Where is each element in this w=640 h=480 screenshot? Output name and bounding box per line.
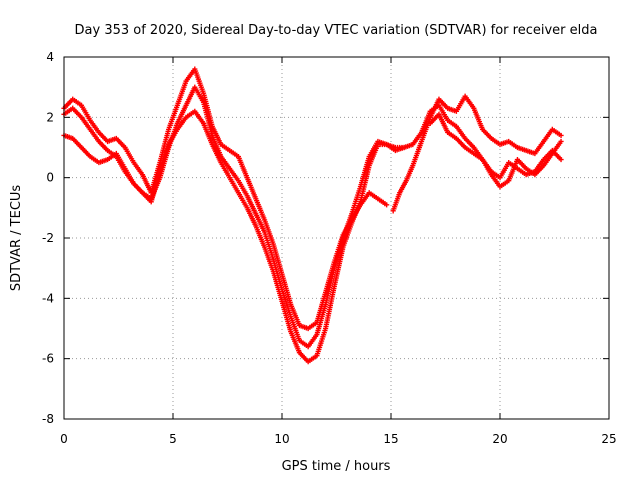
- y-tick-label: -8: [42, 412, 54, 426]
- series-track-a: [61, 66, 390, 332]
- data-point: [384, 202, 390, 208]
- chart-title: Day 353 of 2020, Sidereal Day-to-day VTE…: [75, 23, 598, 38]
- data-point: [558, 138, 564, 145]
- x-tick-label: 5: [169, 432, 177, 446]
- x-tick-label: 15: [383, 432, 398, 446]
- x-tick-label: 20: [492, 432, 507, 446]
- grid-lines: [64, 57, 609, 419]
- y-tick-label: -4: [42, 291, 54, 305]
- y-axis-label: SDTVAR / TECUs: [9, 185, 24, 292]
- series-track-b: [61, 84, 407, 350]
- y-tick-label: 2: [46, 110, 54, 124]
- x-tick-label: 0: [60, 432, 68, 446]
- y-tick-label: -6: [42, 352, 54, 366]
- data-points: [61, 66, 564, 365]
- series-track-e: [427, 111, 564, 190]
- data-point: [558, 156, 564, 163]
- x-tick-label: 25: [601, 432, 616, 446]
- series-track-d: [390, 93, 564, 214]
- x-tick-labels: 0 5 10 15 20 25: [60, 432, 616, 446]
- y-tick-label: 4: [46, 50, 54, 64]
- x-axis-label: GPS time / hours: [282, 459, 391, 474]
- data-point: [558, 132, 564, 139]
- y-tick-labels: -8 -6 -4 -2 0 2 4: [42, 50, 54, 426]
- plot-frame: [63, 56, 610, 420]
- y-tick-label: -2: [42, 231, 54, 245]
- x-tick-label: 10: [274, 432, 289, 446]
- y-tick-label: 0: [46, 171, 54, 185]
